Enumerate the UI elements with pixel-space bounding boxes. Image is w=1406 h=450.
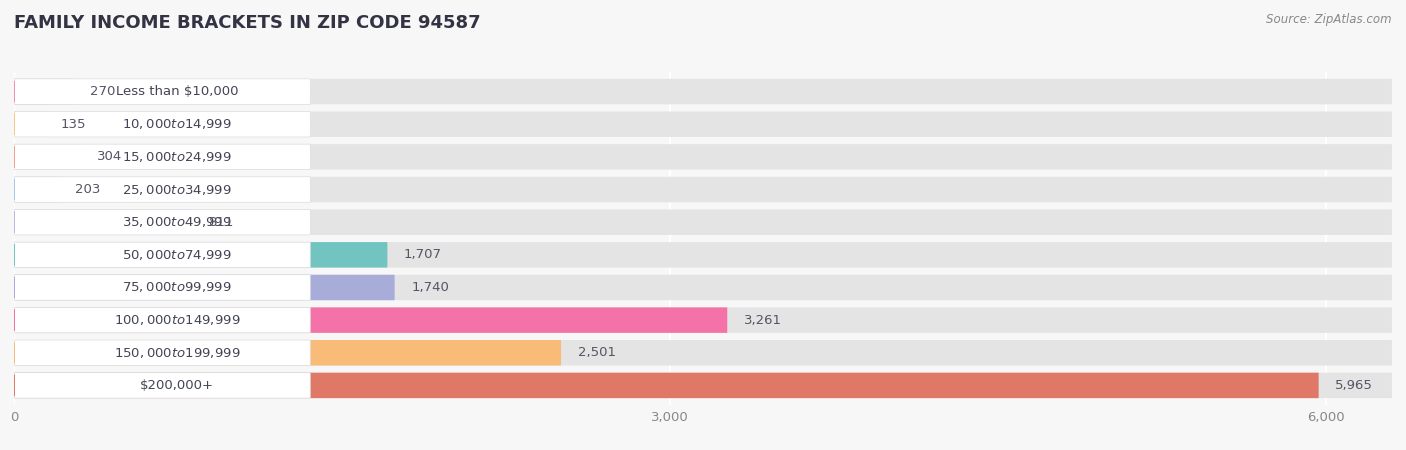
FancyBboxPatch shape bbox=[14, 307, 727, 333]
Text: $50,000 to $74,999: $50,000 to $74,999 bbox=[122, 248, 232, 262]
FancyBboxPatch shape bbox=[14, 177, 59, 202]
FancyBboxPatch shape bbox=[14, 340, 311, 365]
FancyBboxPatch shape bbox=[14, 373, 1392, 398]
Text: FAMILY INCOME BRACKETS IN ZIP CODE 94587: FAMILY INCOME BRACKETS IN ZIP CODE 94587 bbox=[14, 14, 481, 32]
FancyBboxPatch shape bbox=[14, 209, 311, 235]
FancyBboxPatch shape bbox=[14, 144, 1392, 170]
Text: 270: 270 bbox=[90, 85, 115, 98]
FancyBboxPatch shape bbox=[14, 373, 311, 398]
Text: $15,000 to $24,999: $15,000 to $24,999 bbox=[122, 150, 232, 164]
Text: 304: 304 bbox=[97, 150, 122, 163]
Text: $100,000 to $149,999: $100,000 to $149,999 bbox=[114, 313, 240, 327]
Text: $35,000 to $49,999: $35,000 to $49,999 bbox=[122, 215, 232, 229]
Text: $10,000 to $14,999: $10,000 to $14,999 bbox=[122, 117, 232, 131]
Text: $150,000 to $199,999: $150,000 to $199,999 bbox=[114, 346, 240, 360]
FancyBboxPatch shape bbox=[14, 209, 191, 235]
Text: $75,000 to $99,999: $75,000 to $99,999 bbox=[122, 280, 232, 294]
Text: 203: 203 bbox=[75, 183, 100, 196]
FancyBboxPatch shape bbox=[14, 275, 1392, 300]
FancyBboxPatch shape bbox=[14, 340, 1392, 365]
Text: $25,000 to $34,999: $25,000 to $34,999 bbox=[122, 183, 232, 197]
FancyBboxPatch shape bbox=[14, 79, 73, 104]
FancyBboxPatch shape bbox=[14, 79, 311, 104]
Text: 5,965: 5,965 bbox=[1336, 379, 1374, 392]
FancyBboxPatch shape bbox=[14, 177, 1392, 202]
FancyBboxPatch shape bbox=[14, 307, 311, 333]
FancyBboxPatch shape bbox=[14, 242, 1392, 268]
FancyBboxPatch shape bbox=[14, 112, 1392, 137]
FancyBboxPatch shape bbox=[14, 307, 1392, 333]
Text: 3,261: 3,261 bbox=[744, 314, 782, 327]
FancyBboxPatch shape bbox=[14, 144, 80, 170]
FancyBboxPatch shape bbox=[14, 112, 311, 137]
FancyBboxPatch shape bbox=[14, 275, 395, 300]
Text: 135: 135 bbox=[60, 118, 86, 131]
FancyBboxPatch shape bbox=[14, 275, 311, 300]
Text: 1,740: 1,740 bbox=[411, 281, 449, 294]
Text: Less than $10,000: Less than $10,000 bbox=[115, 85, 238, 98]
Text: Source: ZipAtlas.com: Source: ZipAtlas.com bbox=[1267, 14, 1392, 27]
Text: 2,501: 2,501 bbox=[578, 346, 616, 359]
FancyBboxPatch shape bbox=[14, 340, 561, 365]
FancyBboxPatch shape bbox=[14, 373, 1319, 398]
FancyBboxPatch shape bbox=[14, 177, 311, 202]
FancyBboxPatch shape bbox=[14, 112, 44, 137]
Text: 811: 811 bbox=[208, 216, 233, 229]
FancyBboxPatch shape bbox=[14, 144, 311, 170]
Text: $200,000+: $200,000+ bbox=[141, 379, 214, 392]
FancyBboxPatch shape bbox=[14, 242, 388, 268]
Text: 1,707: 1,707 bbox=[404, 248, 441, 261]
FancyBboxPatch shape bbox=[14, 79, 1392, 104]
FancyBboxPatch shape bbox=[14, 242, 311, 268]
FancyBboxPatch shape bbox=[14, 209, 1392, 235]
